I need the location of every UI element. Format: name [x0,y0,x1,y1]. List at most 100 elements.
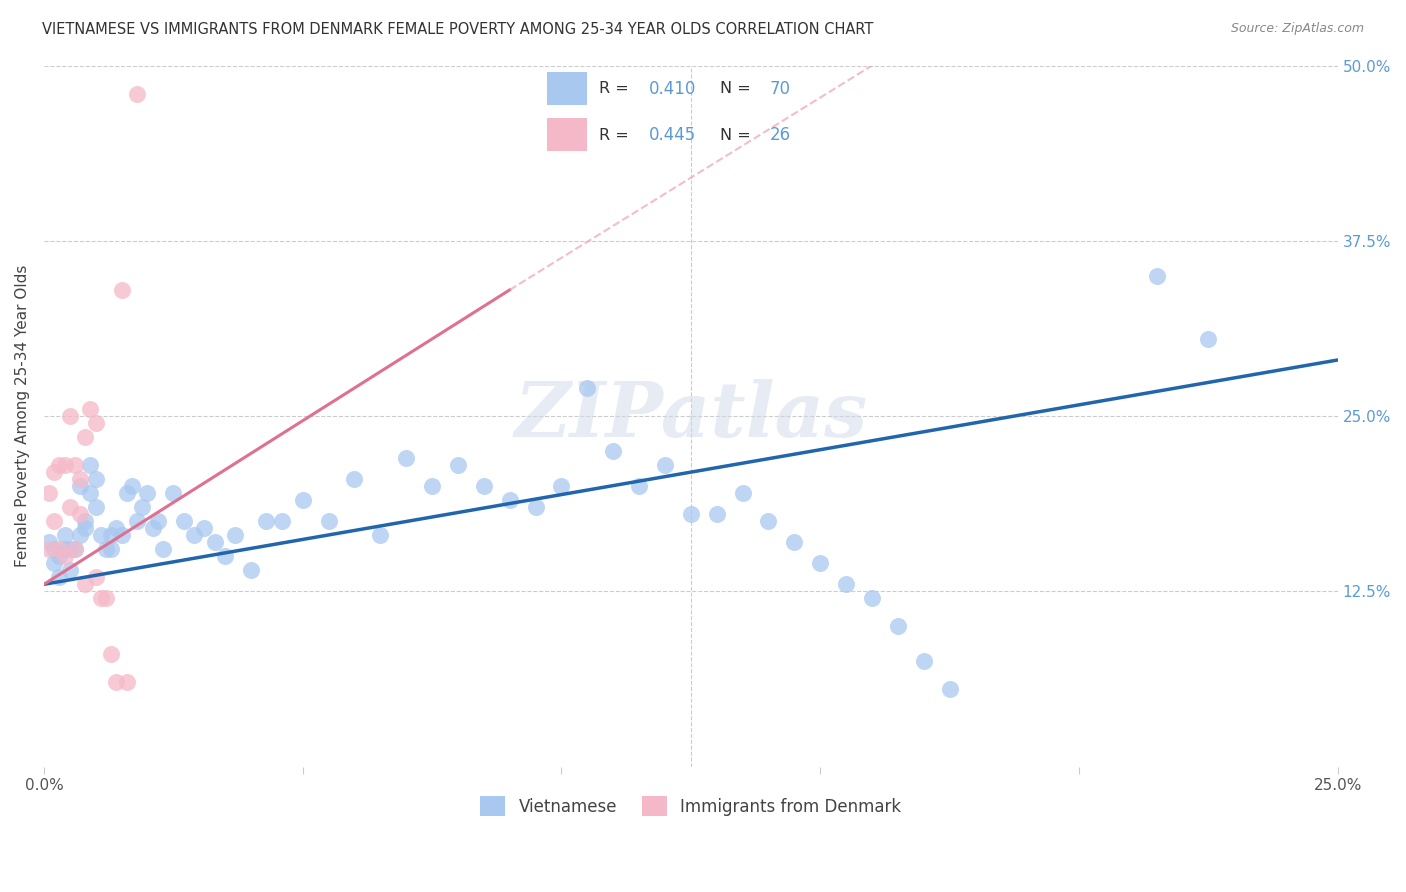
Point [627,479,650,493]
Point [79,458,101,472]
Point [100,528,122,542]
Point [368,528,391,542]
Point [291,493,314,508]
Point [53,528,76,542]
Point [115,486,138,500]
Point [44,514,66,528]
Point [48,458,70,472]
Point [654,458,676,472]
Point [38,542,60,557]
Point [79,486,101,500]
Point [254,514,277,528]
Text: 26: 26 [769,126,790,144]
Point [59,500,82,515]
Text: N =: N = [720,81,756,96]
Bar [547,119,586,151]
Legend: Vietnamese, Immigrants from Denmark: Vietnamese, Immigrants from Denmark [472,788,910,825]
Point [204,535,226,549]
Point [63,542,86,557]
Bar [547,72,586,104]
Point [602,444,624,458]
Point [59,409,82,423]
Text: VIETNAMESE VS IMMIGRANTS FROM DENMARK FEMALE POVERTY AMONG 25-34 YEAR OLDS CORRE: VIETNAMESE VS IMMIGRANTS FROM DENMARK FE… [42,22,873,37]
Point [121,479,143,493]
Point [679,507,702,521]
Point [131,500,153,515]
Point [524,500,547,515]
Point [48,570,70,584]
Point [142,521,165,535]
Point [44,556,66,570]
Text: Source: ZipAtlas.com: Source: ZipAtlas.com [1230,22,1364,36]
Point [38,486,60,500]
Y-axis label: Female Poverty Among 25-34 Year Olds: Female Poverty Among 25-34 Year Olds [15,265,30,567]
Point [94,542,117,557]
Point [912,655,935,669]
Text: N =: N = [720,128,756,143]
Point [94,591,117,606]
Point [162,486,184,500]
Point [447,458,470,472]
Point [69,472,91,486]
Point [110,528,132,542]
Point [69,479,91,493]
Text: ZIPatlas: ZIPatlas [515,379,868,453]
Point [48,549,70,564]
Point [152,542,174,557]
Point [75,514,97,528]
Point [472,479,495,493]
Point [550,479,572,493]
Point [59,563,82,577]
Point [84,472,107,486]
Point [395,451,418,466]
Point [63,458,86,472]
Point [105,675,128,690]
Point [1197,332,1219,346]
Point [53,458,76,472]
Point [69,507,91,521]
Point [59,542,82,557]
Point [835,577,858,591]
Point [84,500,107,515]
Point [79,402,101,417]
Point [1146,268,1168,283]
Point [420,479,443,493]
Point [783,535,806,549]
Point [75,430,97,444]
Point [183,528,205,542]
Point [193,521,215,535]
Text: 0.445: 0.445 [648,126,696,144]
Point [44,542,66,557]
Point [576,381,599,395]
Point [44,465,66,479]
Point [115,675,138,690]
Point [498,493,520,508]
Point [75,577,97,591]
Point [214,549,236,564]
Point [938,682,960,697]
Text: 0.410: 0.410 [648,80,696,98]
Point [343,472,366,486]
Point [146,514,169,528]
Point [136,486,159,500]
Point [100,648,122,662]
Point [110,283,132,297]
Point [860,591,883,606]
Point [100,542,122,557]
Point [105,521,128,535]
Point [318,514,340,528]
Point [90,591,112,606]
Point [75,521,97,535]
Point [63,542,86,557]
Point [53,542,76,557]
Point [84,570,107,584]
Point [239,563,262,577]
Text: R =: R = [599,128,634,143]
Text: 70: 70 [769,80,790,98]
Point [808,556,831,570]
Point [887,619,910,633]
Point [731,486,754,500]
Point [758,514,780,528]
Point [271,514,294,528]
Point [173,514,195,528]
